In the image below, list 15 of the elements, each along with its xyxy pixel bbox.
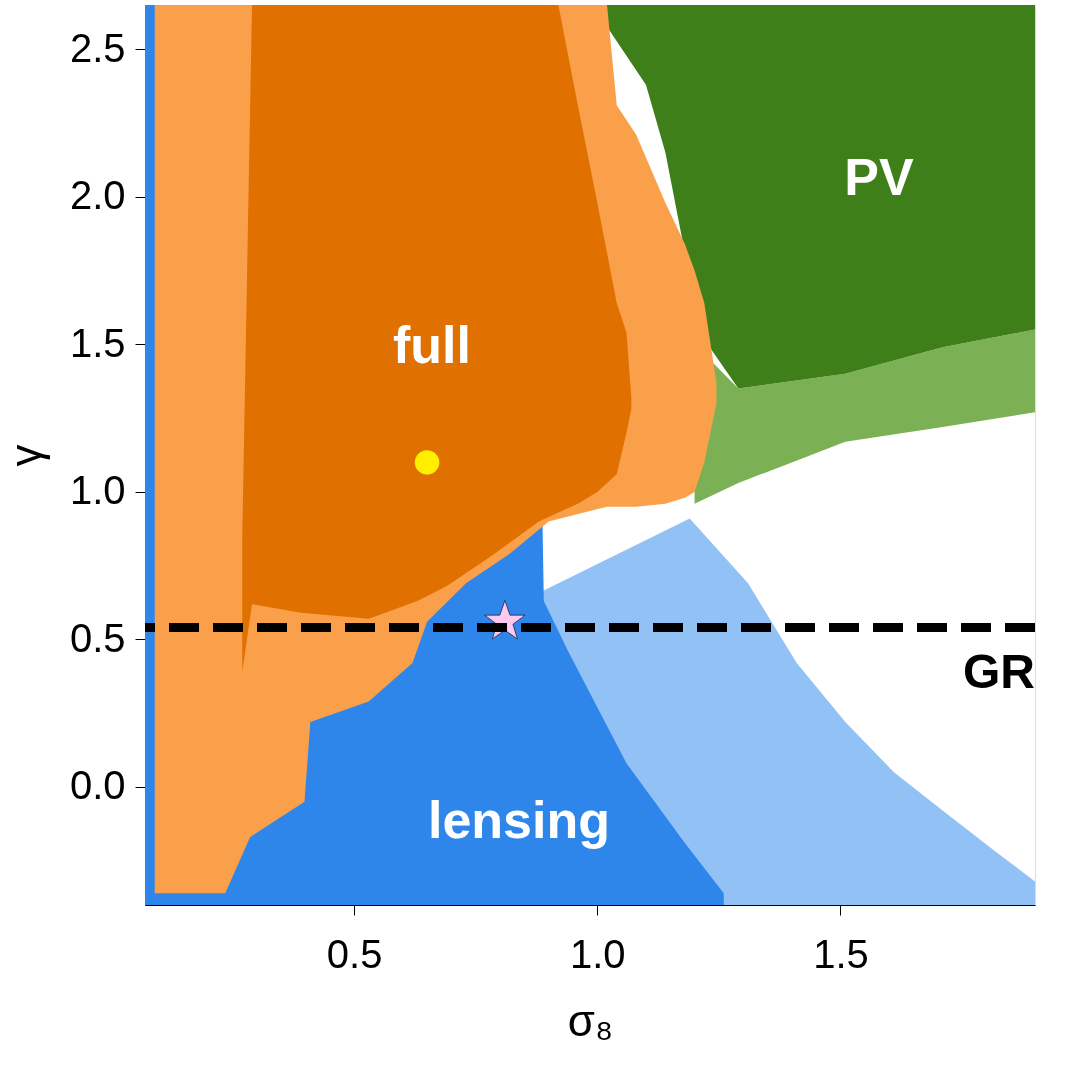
- x-axis-title: σ₈: [567, 995, 614, 1045]
- annotation: PV: [844, 148, 914, 206]
- ref-line-label: GR: [963, 644, 1035, 698]
- y-tick-label: 0.5: [69, 615, 126, 660]
- y-tick-label: 2.5: [69, 25, 126, 70]
- annotation: lensing: [427, 791, 611, 849]
- x-tick-label: 1.0: [569, 931, 626, 976]
- y-axis-title: γ: [0, 444, 50, 467]
- annotation: full: [393, 316, 471, 374]
- y-tick-label: 0.0: [69, 763, 126, 808]
- y-tick-label: 1.0: [69, 468, 126, 513]
- y-tick-label: 2.0: [69, 173, 126, 218]
- x-tick-label: 1.5: [813, 931, 869, 976]
- y-tick-label: 1.5: [69, 320, 126, 365]
- x-tick-label: 0.5: [326, 931, 383, 976]
